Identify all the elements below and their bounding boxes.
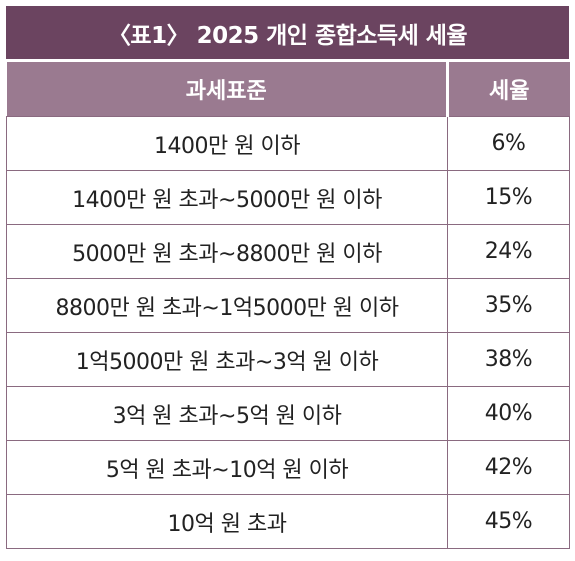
- table-row: 5000만 원 초과~8800만 원 이하 24%: [6, 224, 570, 279]
- header-tax-base: 과세표준: [6, 62, 449, 117]
- table-row: 1400만 원 초과~5000만 원 이하 15%: [6, 170, 570, 225]
- table-row: 1400만 원 이하 6%: [6, 116, 570, 171]
- header-tax-rate: 세율: [447, 62, 570, 117]
- rate-cell: 24%: [447, 224, 570, 279]
- tax-rate-table: 과세표준 세율 1400만 원 이하 6% 1400만 원 초과~5000만 원…: [6, 62, 570, 549]
- rate-cell: 45%: [447, 494, 570, 549]
- rate-cell: 40%: [447, 386, 570, 441]
- bracket-cell: 1400만 원 초과~5000만 원 이하: [6, 170, 448, 225]
- bracket-cell: 5000만 원 초과~8800만 원 이하: [6, 224, 448, 279]
- table-row: 10억 원 초과 45%: [6, 494, 570, 549]
- table-row: 3억 원 초과~5억 원 이하 40%: [6, 386, 570, 441]
- rate-cell: 38%: [447, 332, 570, 387]
- bracket-cell: 10억 원 초과: [6, 494, 448, 549]
- table-header-row: 과세표준 세율: [6, 62, 570, 117]
- table-title: 〈표1〉 2025 개인 종합소득세 세율: [6, 6, 569, 59]
- bracket-cell: 1억5000만 원 초과~3억 원 이하: [6, 332, 448, 387]
- rate-cell: 42%: [447, 440, 570, 495]
- rate-cell: 35%: [447, 278, 570, 333]
- bracket-cell: 5억 원 초과~10억 원 이하: [6, 440, 448, 495]
- table-row: 8800만 원 초과~1억5000만 원 이하 35%: [6, 278, 570, 333]
- bracket-cell: 3억 원 초과~5억 원 이하: [6, 386, 448, 441]
- bracket-cell: 8800만 원 초과~1억5000만 원 이하: [6, 278, 448, 333]
- rate-cell: 15%: [447, 170, 570, 225]
- bracket-cell: 1400만 원 이하: [6, 116, 448, 171]
- table-row: 5억 원 초과~10억 원 이하 42%: [6, 440, 570, 495]
- rate-cell: 6%: [447, 116, 570, 171]
- table-row: 1억5000만 원 초과~3억 원 이하 38%: [6, 332, 570, 387]
